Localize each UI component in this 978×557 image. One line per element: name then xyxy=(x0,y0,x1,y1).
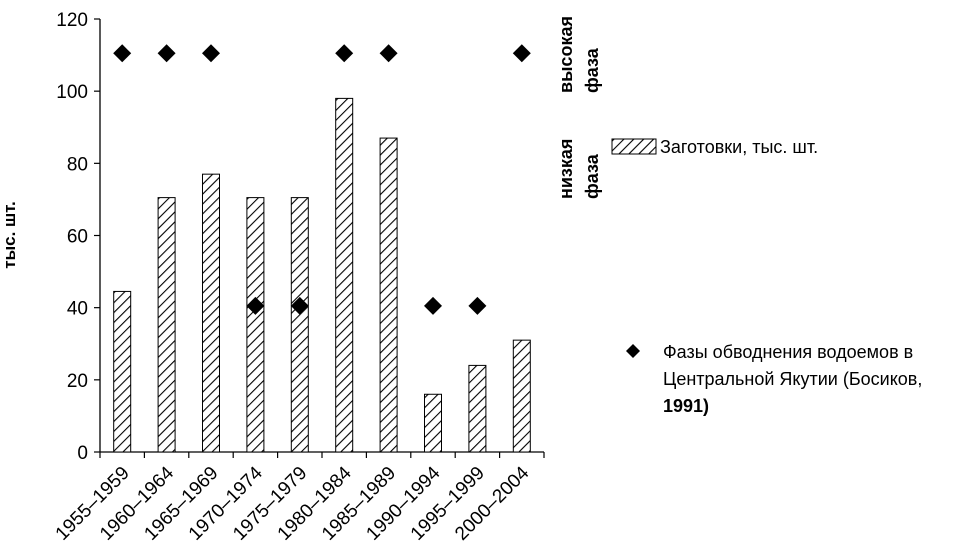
legend-diamond-icon xyxy=(626,344,640,358)
low-phase-label-1: низкая xyxy=(556,139,576,199)
legend-marker-label-3: 1991) xyxy=(663,396,709,416)
phase-marker-1955–1959 xyxy=(113,44,132,63)
phase-marker-1985–1989 xyxy=(379,44,398,63)
y-ticks: 0 20 40 60 80 100 120 xyxy=(56,10,100,464)
phase-marker-1990–1994 xyxy=(424,296,442,315)
y-tick-label: 80 xyxy=(67,154,88,175)
y-tick-label: 60 xyxy=(67,227,88,248)
y-tick-label: 0 xyxy=(77,443,88,464)
bar-series xyxy=(113,97,531,453)
bar-1955–1959 xyxy=(113,290,132,453)
phase-marker-1980–1984 xyxy=(335,44,354,63)
bar-1990–1994 xyxy=(424,393,442,453)
y-tick-label: 20 xyxy=(67,371,88,392)
high-phase-label-1: высокая xyxy=(556,16,576,93)
y-axis-label: тыс. шт. xyxy=(0,201,19,268)
phase-marker-1960–1964 xyxy=(157,44,176,63)
phase-marker-1965–1969 xyxy=(202,44,220,63)
bar-1995–1999 xyxy=(468,364,487,453)
bar-1965–1969 xyxy=(202,173,220,453)
high-phase-label-2: фаза xyxy=(582,47,602,93)
y-tick-label: 120 xyxy=(56,10,88,31)
bar-1970–1974 xyxy=(246,197,265,453)
bar-1960–1964 xyxy=(157,197,176,453)
phase-marker-2000–2004 xyxy=(512,44,531,63)
phase-marker-1970–1974 xyxy=(246,296,265,315)
bar-1980–1984 xyxy=(335,97,354,453)
marker-series xyxy=(113,44,531,315)
bar-1985–1989 xyxy=(379,137,398,453)
legend-bar-label: Заготовки, тыс. шт. xyxy=(660,137,818,157)
legend-marker-label-1: Фазы обводнения водоемов в xyxy=(663,342,913,362)
low-phase-label-2: фаза xyxy=(582,153,602,199)
bar-2000–2004 xyxy=(512,339,531,453)
y-tick-label: 40 xyxy=(67,299,88,320)
bar-1975–1979 xyxy=(290,197,309,453)
legend-bar-swatch xyxy=(611,138,657,155)
x-ticks: 1955–19591960–19641965–19691970–19741975… xyxy=(52,452,545,545)
phase-marker-1975–1979 xyxy=(290,296,309,315)
legend-marker-label-2: Центральной Якутии (Босиков, xyxy=(663,369,922,389)
y-tick-label: 100 xyxy=(56,82,88,103)
phase-marker-1995–1999 xyxy=(468,296,487,315)
